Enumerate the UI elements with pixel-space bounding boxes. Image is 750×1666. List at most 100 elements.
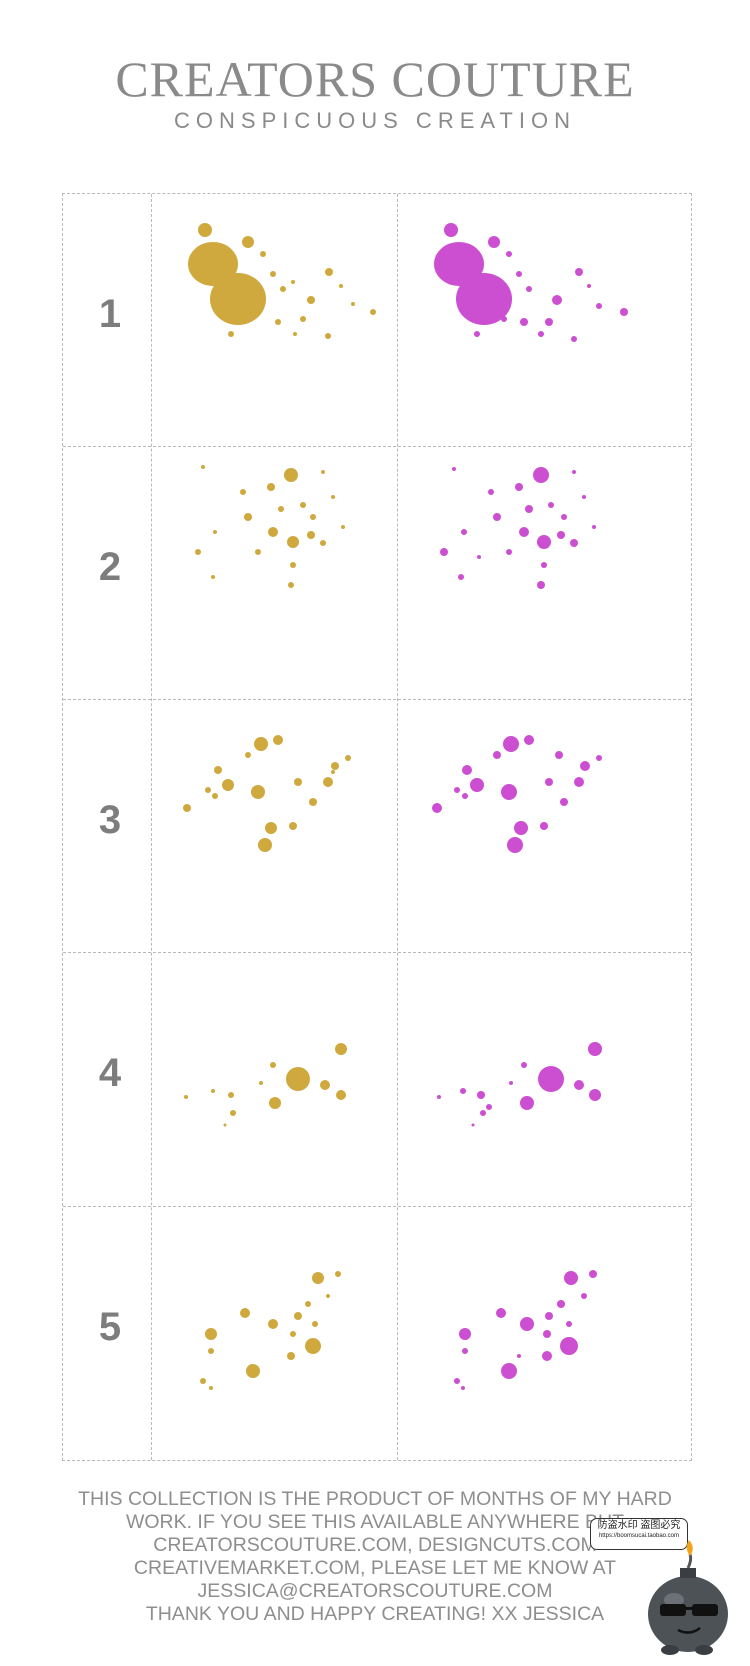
splatter-drop [205,787,211,793]
splatter-drop [244,513,252,521]
splatter-drop [341,525,345,529]
splatter-drop [456,273,512,325]
splatter-drop [526,286,532,292]
splatter-drop [200,1378,206,1384]
splatter-drop [310,514,316,520]
gold-splatter-2 [153,447,397,699]
splatter-drop [246,1364,260,1378]
splatter-drop [470,778,484,792]
splatter-drop [538,1066,564,1092]
splatter-drop [461,529,467,535]
grid-divider [397,194,398,1460]
splatter-drop [589,1089,601,1101]
splatter-drop [323,777,333,787]
splatter-drop [540,822,548,830]
splatter-drop [287,536,299,548]
splatter-drop [210,273,266,325]
splatter-drop [290,1331,296,1337]
splatter-drop [480,1110,486,1116]
splatter-drop [541,562,547,568]
splatter-drop [557,531,565,539]
splatter-drop [496,1308,506,1318]
splatter-drop [198,223,212,237]
splatter-drop [269,1097,281,1109]
splatter-drop [572,470,576,474]
grid-divider [63,952,691,953]
pink-splatter-5 [399,1206,691,1462]
watermark-text: 防盗水印 盗图必究 [597,1520,681,1531]
splatter-drop [267,483,275,491]
splatter-drop [291,280,295,284]
splatter-drop [268,527,278,537]
splatter-drop [370,309,376,315]
splatter-drop [251,785,265,799]
splatter-drop [517,1354,521,1358]
splatter-drop [270,271,276,277]
splatter-drop [195,549,201,555]
gold-splatter-4 [153,953,397,1205]
bomb-mascot-icon [648,1540,728,1655]
splatter-drop [294,1312,302,1320]
splatter-drop [507,837,523,853]
row-number-1: 1 [98,292,122,336]
splatter-drop [280,286,286,292]
footer-line: CREATORSCOUTURE.COM, DESIGNCUTS.COM [153,1534,597,1556]
splatter-drop [213,530,217,534]
splatter-drop [188,242,238,286]
splatter-drop [515,483,523,491]
splatter-drop [589,1270,597,1278]
brand-subtitle: CONSPICUOUS CREATION [174,108,576,133]
pink-splatter-1 [399,194,691,446]
splatter-drop [454,787,460,793]
splatter-drop [542,1351,552,1361]
splatter-drop [331,762,339,770]
splatter-drop [520,1317,534,1331]
watermark-bubble: 防盗水印 盗图必究 https://boomsucai.taobao.com [590,1518,688,1550]
splatter-drop [560,798,568,806]
row-number-3: 3 [98,798,122,842]
splatter-drop [537,535,551,549]
splatter-drop [222,779,234,791]
splatter-drop [214,766,222,774]
splatter-drop [514,821,528,835]
splatter-drop [461,1386,465,1390]
splatter-drop [620,308,628,316]
splatter-drop [289,822,297,830]
splatter-drop [454,1378,460,1384]
splatter-drop [458,574,464,580]
splatter-drop [265,822,277,834]
splatter-drop [228,331,234,337]
splatter-drop [339,284,343,288]
splatter-drop [245,752,251,758]
splatter-drop [462,765,472,775]
splatter-drop [211,575,215,579]
splatter-drop [434,242,484,286]
splatter-drop [555,751,563,759]
watermark-url: https://boomsucai.taobao.com [598,1533,680,1539]
splatter-drop [284,468,298,482]
splatter-drop [552,295,562,305]
splatter-drop [545,778,553,786]
splatter-drop [240,1308,250,1318]
splatter-drop [592,525,596,529]
splatter-drop [524,735,534,745]
splatter-drop [278,506,284,512]
splatter-drop [335,1271,341,1277]
splatter-drop [273,735,283,745]
splatter-drop [184,1095,188,1099]
splatter-drop [477,1091,485,1099]
splatter-drop [331,495,335,499]
splatter-drop [320,1080,330,1090]
footer-line: CREATIVEMARKET.COM, PLEASE LET ME KNOW A… [133,1557,617,1579]
splatter-drop [506,549,512,555]
splatter-drop [571,336,577,342]
footer-line: WORK. IF YOU SEE THIS AVAILABLE ANYWHERE… [125,1511,625,1533]
splatter-drop [525,505,533,513]
splatter-drop [312,1272,324,1284]
splatter-drop [501,316,507,322]
splatter-drop [300,316,306,322]
splatter-drop [545,318,553,326]
splatter-drop [270,1062,276,1068]
splatter-drop [345,755,351,761]
splatter-drop [183,804,191,812]
